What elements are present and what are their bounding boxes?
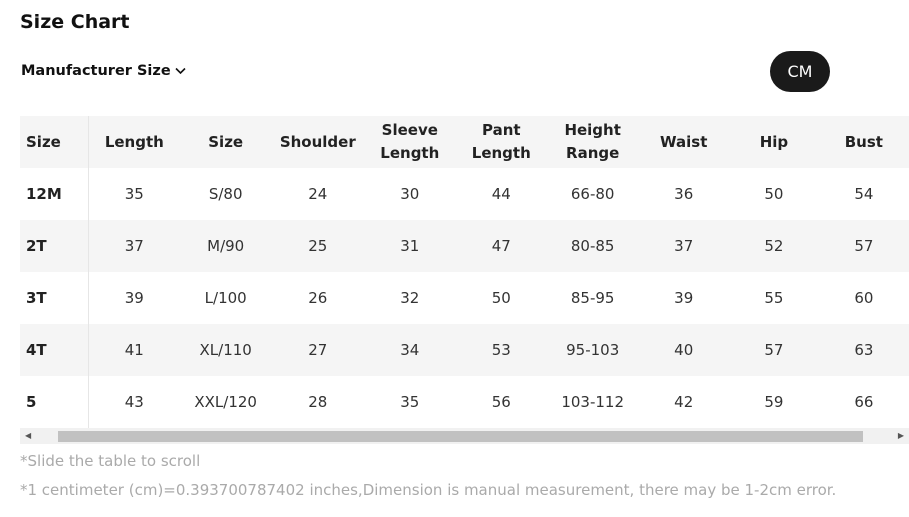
table-cell: 4T xyxy=(20,324,89,376)
unit-cm-button[interactable]: CM xyxy=(770,51,830,92)
column-header: Hip xyxy=(759,132,789,151)
column-header: Waist xyxy=(660,132,708,151)
table-cell: 43 xyxy=(124,392,144,411)
table-cell: 57 xyxy=(764,340,784,359)
table-cell: 53 xyxy=(491,340,511,359)
column-header: Length xyxy=(104,132,164,151)
scrollbar-thumb[interactable] xyxy=(58,431,863,442)
table-cell: 37 xyxy=(674,236,694,255)
table-cell: 28 xyxy=(308,392,328,411)
conversion-note: *1 centimeter (cm)=0.393700787402 inches… xyxy=(20,481,837,499)
table-cell: 52 xyxy=(764,236,784,255)
table-cell: 39 xyxy=(674,288,694,307)
table-cell: 50 xyxy=(491,288,511,307)
horizontal-scrollbar[interactable]: ◀ ▶ xyxy=(20,428,909,444)
table-cell: 95-103 xyxy=(566,340,620,359)
table-cell: 32 xyxy=(400,288,420,307)
table-cell: 50 xyxy=(764,184,784,203)
table-cell: 41 xyxy=(124,340,144,359)
table-cell: 66 xyxy=(854,392,874,411)
table-row: 12M 35 S/80 24 30 44 66-80 36 50 54 xyxy=(20,168,909,220)
table-cell: 40 xyxy=(674,340,694,359)
table-cell: 24 xyxy=(308,184,328,203)
table-cell: 44 xyxy=(491,184,511,203)
table-cell: 39 xyxy=(124,288,144,307)
table-cell: 66-80 xyxy=(570,184,615,203)
table-cell: 80-85 xyxy=(570,236,615,255)
scroll-right-arrow-icon[interactable]: ▶ xyxy=(897,431,904,440)
table-header-row: Size Length Size Shoulder Sleeve Length Pant Le… xyxy=(20,116,909,168)
page-title: Size Chart xyxy=(20,11,130,33)
table-cell: 42 xyxy=(674,392,694,411)
scroll-hint: *Slide the table to scroll xyxy=(20,452,201,470)
size-table: Size Length Size Shoulder Sleeve Length Pant Le… xyxy=(20,116,909,428)
chevron-down-icon xyxy=(175,67,186,75)
column-header: Bust xyxy=(844,132,883,151)
table-cell: XXL/120 xyxy=(194,392,257,411)
table-row: 5 43 XXL/120 28 35 56 103-112 42 59 66 xyxy=(20,376,909,428)
table-row: 3T 39 L/100 26 32 50 85-95 39 55 60 xyxy=(20,272,909,324)
table-cell: 55 xyxy=(764,288,784,307)
table-cell: 30 xyxy=(400,184,420,203)
table-cell: 57 xyxy=(854,236,874,255)
table-cell: 54 xyxy=(854,184,874,203)
table-cell: 12M xyxy=(20,168,89,220)
column-header: Size xyxy=(208,132,244,151)
table-cell: 31 xyxy=(400,236,420,255)
table-cell: 35 xyxy=(124,184,144,203)
column-header: Pant Length xyxy=(471,121,531,162)
table-cell: 47 xyxy=(491,236,511,255)
column-header: Size xyxy=(20,116,89,168)
table-cell: S/80 xyxy=(208,184,243,203)
table-cell: L/100 xyxy=(204,288,247,307)
column-header: Sleeve Length xyxy=(380,121,440,162)
table-cell: 63 xyxy=(854,340,874,359)
table-row: 2T 37 M/90 25 31 47 80-85 37 52 57 xyxy=(20,220,909,272)
table-cell: 34 xyxy=(400,340,420,359)
column-header: Shoulder xyxy=(279,132,356,151)
table-cell: 3T xyxy=(20,272,89,324)
manufacturer-size-dropdown[interactable]: Manufacturer Size xyxy=(21,63,186,79)
scroll-left-arrow-icon[interactable]: ◀ xyxy=(25,431,32,440)
table-cell: 2T xyxy=(20,220,89,272)
table-cell: 27 xyxy=(308,340,328,359)
table-cell: 59 xyxy=(764,392,784,411)
table-cell: 85-95 xyxy=(570,288,615,307)
table-row: 4T 41 XL/110 27 34 53 95-103 40 57 63 xyxy=(20,324,909,376)
table-cell: 26 xyxy=(308,288,328,307)
dropdown-label: Manufacturer Size xyxy=(21,63,171,79)
table-cell: 37 xyxy=(124,236,144,255)
table-cell: 56 xyxy=(491,392,511,411)
table-cell: 36 xyxy=(674,184,694,203)
table-cell: XL/110 xyxy=(199,340,252,359)
table-cell: 103-112 xyxy=(561,392,625,411)
column-header: Height Range xyxy=(564,121,621,162)
table-cell: M/90 xyxy=(207,236,245,255)
table-cell: 60 xyxy=(854,288,874,307)
table-cell: 35 xyxy=(400,392,420,411)
size-table-container[interactable]: Size Length Size Shoulder Sleeve Length Pant Le… xyxy=(20,116,909,428)
table-cell: 5 xyxy=(20,376,89,428)
table-cell: 25 xyxy=(308,236,328,255)
